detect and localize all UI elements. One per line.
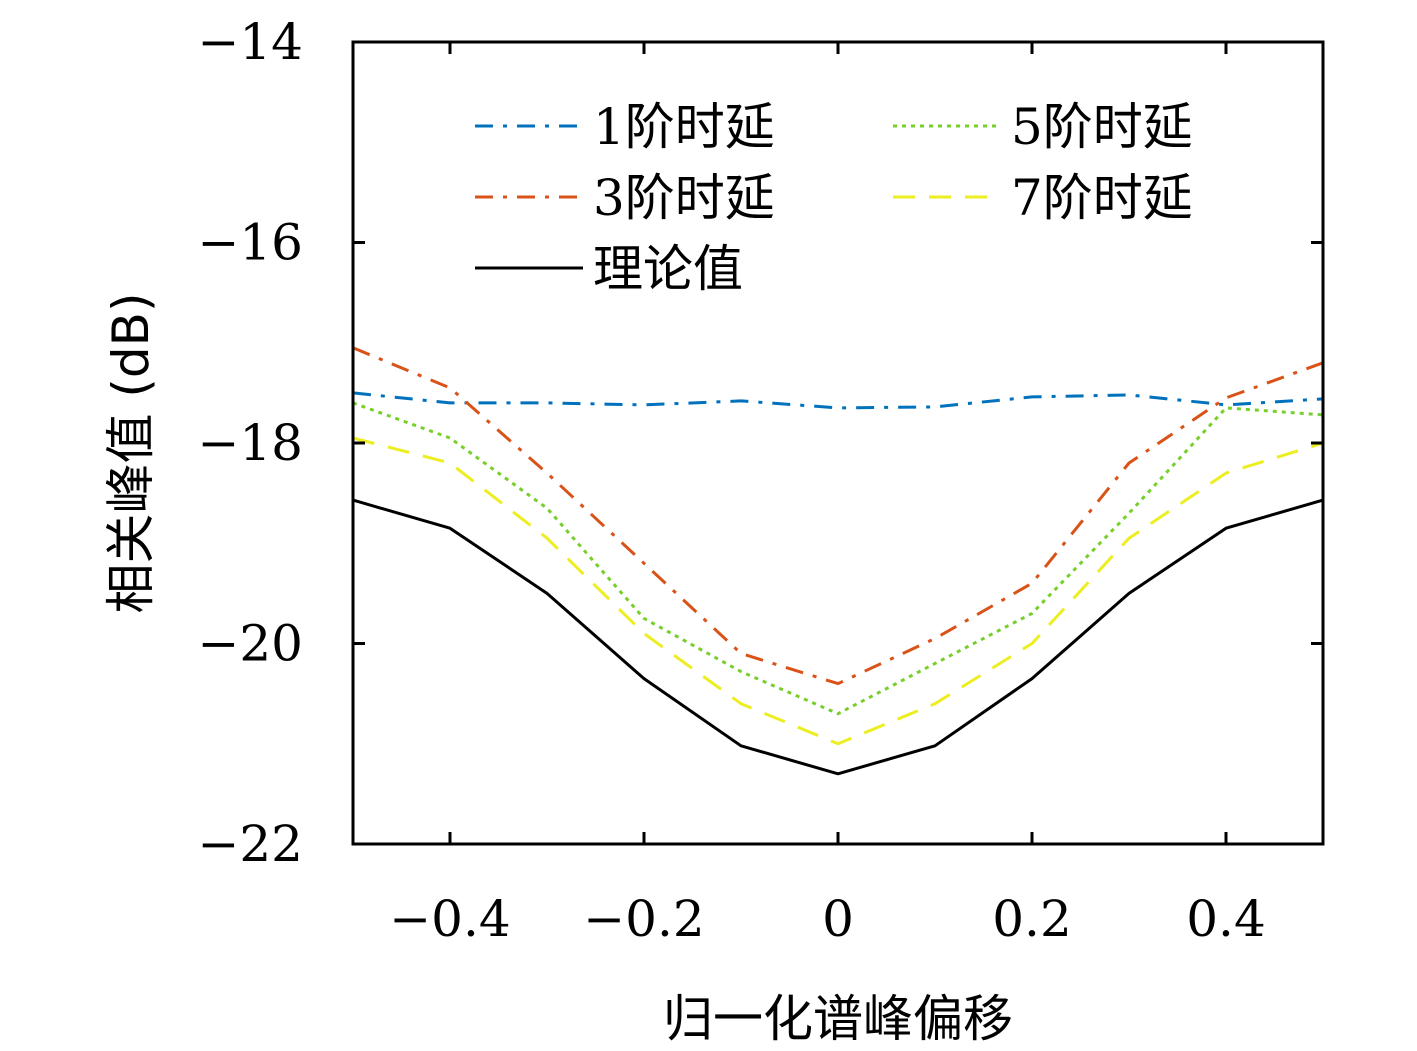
y-tick-label: −14 — [197, 13, 303, 71]
x-tick-label: 0.2 — [992, 890, 1072, 948]
series-line-1 — [352, 391, 1324, 410]
plot-frame — [351, 40, 1325, 846]
x-tick-label: −0.2 — [583, 890, 704, 948]
series-line-3 — [352, 401, 1324, 716]
y-tick-label: −18 — [197, 414, 303, 472]
series-layer — [352, 346, 1324, 776]
x-axis-title: 归一化谱峰偏移 — [663, 990, 1013, 1048]
series-line-2 — [352, 346, 1324, 686]
y-tick-label: −22 — [197, 815, 303, 873]
legend-label-2: 3阶时延 — [593, 169, 775, 227]
y-tick-label: −16 — [197, 214, 303, 272]
series-line-4 — [352, 436, 1324, 746]
ticks-layer: −0.4 −0.2 0 0.2 0.4 −22 −20 −18 −16 −14 — [197, 13, 1323, 948]
x-tick-label: 0.4 — [1186, 890, 1266, 948]
x-tick-label: 0 — [822, 890, 854, 948]
y-tick-label: −20 — [197, 615, 303, 673]
series-line-5 — [352, 498, 1324, 776]
legend-label-1: 1阶时延 — [593, 98, 775, 156]
x-tick-label: −0.4 — [389, 890, 510, 948]
legend-label-5: 理论值 — [593, 240, 743, 298]
legend-label-3: 5阶时延 — [1011, 98, 1193, 156]
y-axis-title: 相关峰值 (dB) — [102, 293, 160, 614]
legend-label-4: 7阶时延 — [1011, 169, 1193, 227]
